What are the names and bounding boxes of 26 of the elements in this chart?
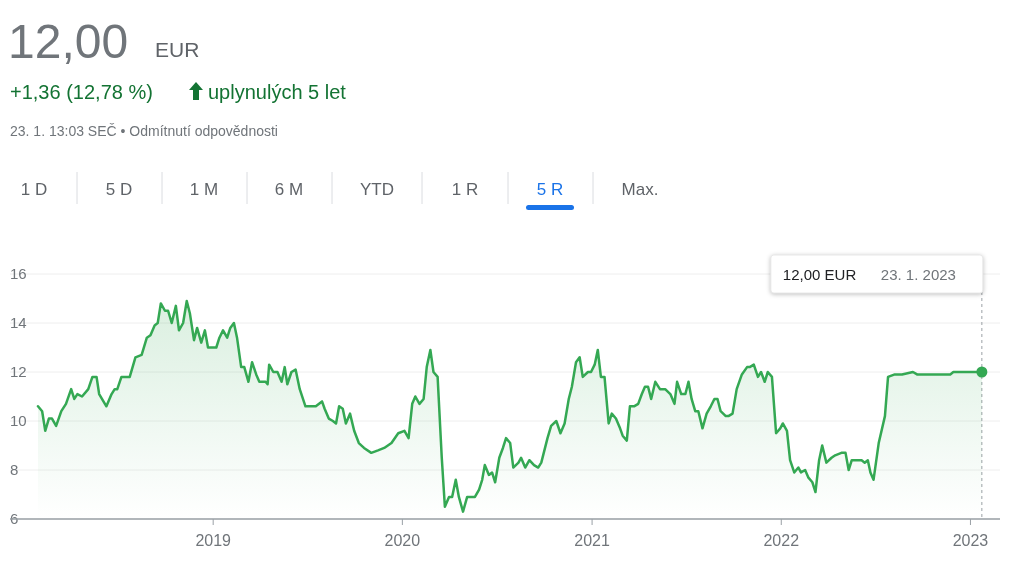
annotation: 12,00 EUR: [782, 266, 857, 283]
x-tick-label: 2023: [952, 532, 989, 549]
text: EUR: [155, 38, 200, 61]
y-tick-label: 12: [10, 363, 27, 380]
text: 1 M: [189, 180, 219, 199]
text: 23. 1. 13:03 SEČ • Odmítnutí odpovědnosti: [10, 123, 278, 139]
y-tick-label: 8: [10, 461, 19, 478]
text: uplynulých 5 let: [208, 81, 347, 103]
y-tick-label: 14: [10, 314, 27, 331]
chart-title: 12,00: [8, 15, 129, 68]
y-tick-label: 6: [10, 510, 19, 527]
annotation: 23. 1. 2023: [880, 266, 956, 283]
y-tick-label: 10: [10, 412, 27, 429]
x-tick-label: 2021: [574, 532, 610, 549]
text: 1 D: [20, 180, 48, 199]
x-tick-label: 2020: [384, 532, 421, 549]
y-tick-label: 16: [10, 265, 27, 282]
text: +1,36 (12,78 %): [10, 81, 153, 103]
text: 5 D: [105, 180, 133, 199]
text: 6 M: [274, 180, 304, 199]
text: 5 R: [536, 180, 564, 199]
text: Max.: [621, 180, 659, 199]
text: YTD: [360, 180, 394, 199]
x-tick-label: 2019: [195, 532, 232, 549]
x-tick-label: 2022: [763, 532, 800, 549]
text: 1 R: [451, 180, 479, 199]
